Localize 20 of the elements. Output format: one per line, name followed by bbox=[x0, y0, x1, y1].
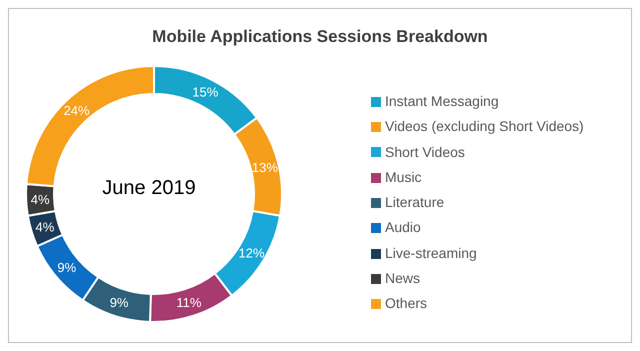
legend-label: Literature bbox=[385, 194, 444, 210]
data-label: 4% bbox=[30, 192, 50, 207]
text: June 2019 bbox=[101, 177, 197, 200]
legend-label: Videos (excluding Short Videos) bbox=[385, 118, 584, 134]
legend-label: Live-streaming bbox=[385, 244, 477, 261]
data-label: 24% bbox=[64, 102, 90, 118]
data-label: 4% bbox=[36, 220, 55, 235]
chart-title: Mobile Applications Sessions Breakdown bbox=[151, 27, 489, 47]
data-label: 12% bbox=[238, 246, 265, 261]
data-label: 9% bbox=[57, 260, 77, 275]
data-label: 15% bbox=[192, 84, 219, 100]
data-label: 9% bbox=[110, 295, 129, 310]
data-label: 13% bbox=[252, 160, 278, 176]
data-label: 11% bbox=[176, 295, 202, 310]
legend-label: Short Videos bbox=[385, 144, 465, 160]
legend-label: Instant Messaging bbox=[385, 93, 499, 109]
legend-label: News bbox=[385, 270, 420, 286]
legend-label: Others bbox=[385, 295, 428, 312]
legend-label: Audio bbox=[385, 219, 421, 236]
legend-label: Music bbox=[385, 168, 422, 185]
